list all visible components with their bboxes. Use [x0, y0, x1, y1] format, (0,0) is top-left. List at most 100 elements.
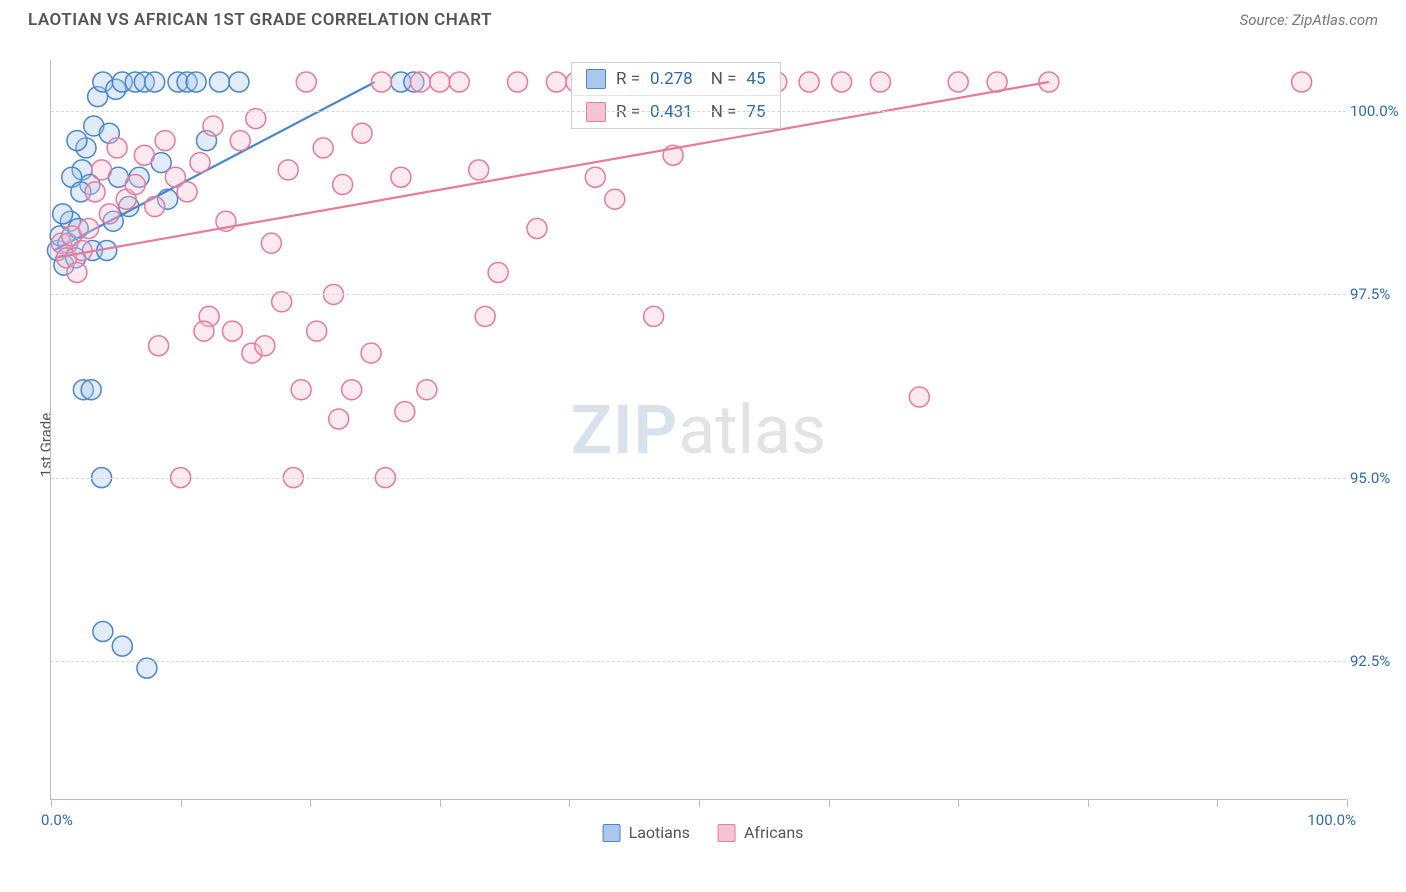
x-tick — [829, 799, 830, 807]
x-tick — [958, 799, 959, 807]
legend-label: Africans — [744, 823, 803, 842]
data-point — [361, 343, 381, 363]
data-point — [948, 72, 968, 92]
data-point — [488, 262, 508, 282]
stats-n-label: N = — [711, 69, 737, 89]
data-point — [296, 72, 316, 92]
data-point — [222, 321, 242, 341]
data-point — [329, 409, 349, 429]
data-point — [155, 131, 175, 151]
data-point — [395, 402, 415, 422]
chart-title: LAOTIAN VS AFRICAN 1ST GRADE CORRELATION… — [28, 10, 492, 30]
stats-n-value: 45 — [746, 69, 765, 89]
data-point — [177, 182, 197, 202]
data-point — [203, 116, 223, 136]
x-tick — [440, 799, 441, 807]
data-point — [112, 636, 132, 656]
data-point — [149, 336, 169, 356]
y-tick-label: 92.5% — [1350, 652, 1400, 670]
data-point — [313, 138, 333, 158]
data-point — [79, 219, 99, 239]
gridline — [51, 661, 1346, 662]
data-point — [81, 380, 101, 400]
data-point — [352, 123, 372, 143]
x-tick — [310, 799, 311, 807]
x-tick — [181, 799, 182, 807]
x-tick — [1088, 799, 1089, 807]
data-point — [278, 160, 298, 180]
legend-swatch-icon — [603, 824, 621, 842]
x-tick — [1347, 799, 1348, 807]
gridline — [51, 111, 1346, 112]
gridline — [51, 478, 1346, 479]
data-point — [72, 240, 92, 260]
data-point — [371, 72, 391, 92]
data-point — [67, 262, 87, 282]
data-point — [799, 72, 819, 92]
data-point — [410, 72, 430, 92]
data-point — [605, 189, 625, 209]
data-point — [333, 175, 353, 195]
data-point — [342, 380, 362, 400]
data-point — [430, 72, 450, 92]
data-point — [255, 336, 275, 356]
data-point — [469, 160, 489, 180]
y-tick-label: 97.5% — [1350, 285, 1400, 303]
data-point — [145, 197, 165, 217]
data-point — [134, 145, 154, 165]
x-axis-min-label: 0.0% — [41, 811, 73, 829]
legend-label: Laotians — [629, 823, 690, 842]
data-point — [417, 380, 437, 400]
data-point — [870, 72, 890, 92]
data-point — [546, 72, 566, 92]
data-point — [194, 321, 214, 341]
stats-r-label: R = — [616, 69, 640, 89]
stats-r-value: 0.278 — [650, 69, 693, 89]
y-tick-label: 95.0% — [1350, 469, 1400, 487]
legend-item-africans: Africans — [718, 823, 803, 842]
bottom-legend: Laotians Africans — [603, 823, 804, 842]
x-tick — [569, 799, 570, 807]
chart-container: 1st Grade ZIPatlas R =0.278N =45R =0.431… — [0, 42, 1406, 848]
data-point — [527, 219, 547, 239]
y-tick-label: 100.0% — [1350, 102, 1400, 120]
stats-swatch-icon — [586, 69, 606, 89]
data-point — [644, 306, 664, 326]
data-point — [291, 380, 311, 400]
data-point — [508, 72, 528, 92]
data-point — [1292, 72, 1312, 92]
data-point — [229, 72, 249, 92]
gridline — [51, 294, 1346, 295]
data-point — [145, 72, 165, 92]
data-point — [475, 306, 495, 326]
data-point — [909, 387, 929, 407]
data-point — [190, 153, 210, 173]
data-point — [93, 621, 113, 641]
plot-svg — [51, 60, 1346, 799]
stats-legend-box: R =0.278N =45R =0.431N =75 — [571, 62, 781, 129]
data-point — [53, 204, 73, 224]
x-tick — [51, 799, 52, 807]
x-tick — [1217, 799, 1218, 807]
data-point — [85, 182, 105, 202]
data-point — [209, 72, 229, 92]
data-point — [449, 72, 469, 92]
x-axis-max-label: 100.0% — [1307, 811, 1356, 829]
data-point — [67, 131, 87, 151]
data-point — [261, 233, 281, 253]
data-point — [307, 321, 327, 341]
legend-item-laotians: Laotians — [603, 823, 690, 842]
legend-swatch-icon — [718, 824, 736, 842]
data-point — [391, 167, 411, 187]
plot-area: ZIPatlas R =0.278N =45R =0.431N =75 0.0%… — [50, 60, 1346, 800]
data-point — [832, 72, 852, 92]
x-tick — [699, 799, 700, 807]
data-point — [125, 175, 145, 195]
stats-row: R = 0.278 N = 45 — [572, 63, 780, 96]
chart-source: Source: ZipAtlas.com — [1240, 11, 1378, 29]
data-point — [107, 138, 127, 158]
data-point — [230, 131, 250, 151]
data-point — [92, 160, 112, 180]
data-point — [99, 204, 119, 224]
data-point — [585, 167, 605, 187]
